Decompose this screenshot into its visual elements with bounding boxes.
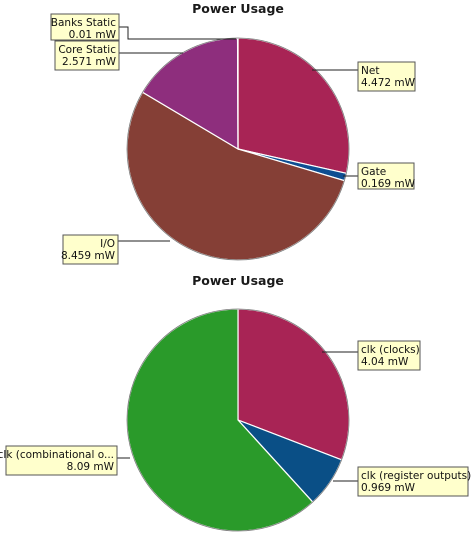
pie-outline bbox=[126, 308, 350, 532]
slice-name-label: clk (clocks) bbox=[361, 344, 420, 356]
chart-title-bottom: Power Usage bbox=[192, 273, 284, 288]
slice-name-label: Net bbox=[361, 65, 379, 77]
slice-value-label: 8.459 mW bbox=[61, 250, 116, 262]
chart-title-top: Power Usage bbox=[192, 1, 284, 16]
label-box-clk-combinational-o bbox=[5, 445, 118, 476]
pie-bottom: clk (clocks)4.04 mW clk (register outputs… bbox=[0, 308, 471, 532]
slice-name-label: Core Static bbox=[58, 44, 116, 56]
slice-name-label: I/O bbox=[100, 238, 115, 250]
slice-value-label: 8.09 mW bbox=[67, 461, 115, 473]
leader-line-banks-static bbox=[119, 26, 236, 40]
label-box-banks-static bbox=[50, 13, 120, 41]
slice-value-label: 0.969 mW bbox=[361, 482, 416, 494]
slice-name-label: Gate bbox=[361, 166, 386, 178]
label-box-core-static bbox=[54, 40, 120, 71]
label-box-clk-clocks bbox=[357, 340, 421, 371]
slice-value-label: 0.169 mW bbox=[361, 178, 416, 190]
slice-value-label: 0.01 mW bbox=[69, 29, 117, 41]
slice-value-label: 2.571 mW bbox=[62, 56, 117, 68]
slice-value-label: 4.04 mW bbox=[361, 356, 409, 368]
pie-labels: clk (clocks)4.04 mW clk (register outputs… bbox=[0, 340, 471, 497]
slice-value-label: 4.472 mW bbox=[361, 77, 416, 89]
label-box-gate bbox=[357, 162, 415, 190]
pie-outline bbox=[126, 37, 350, 261]
label-box-clk-register-outputs bbox=[357, 466, 469, 497]
slice-name-label: Banks Static bbox=[51, 17, 116, 29]
pie-slices bbox=[126, 308, 350, 532]
label-box-i-o bbox=[62, 234, 119, 265]
label-box-net bbox=[357, 61, 416, 92]
slice-name-label: clk (combinational o... bbox=[0, 449, 114, 461]
pie-slices bbox=[126, 37, 350, 261]
slice-name-label: clk (register outputs) bbox=[361, 470, 471, 482]
